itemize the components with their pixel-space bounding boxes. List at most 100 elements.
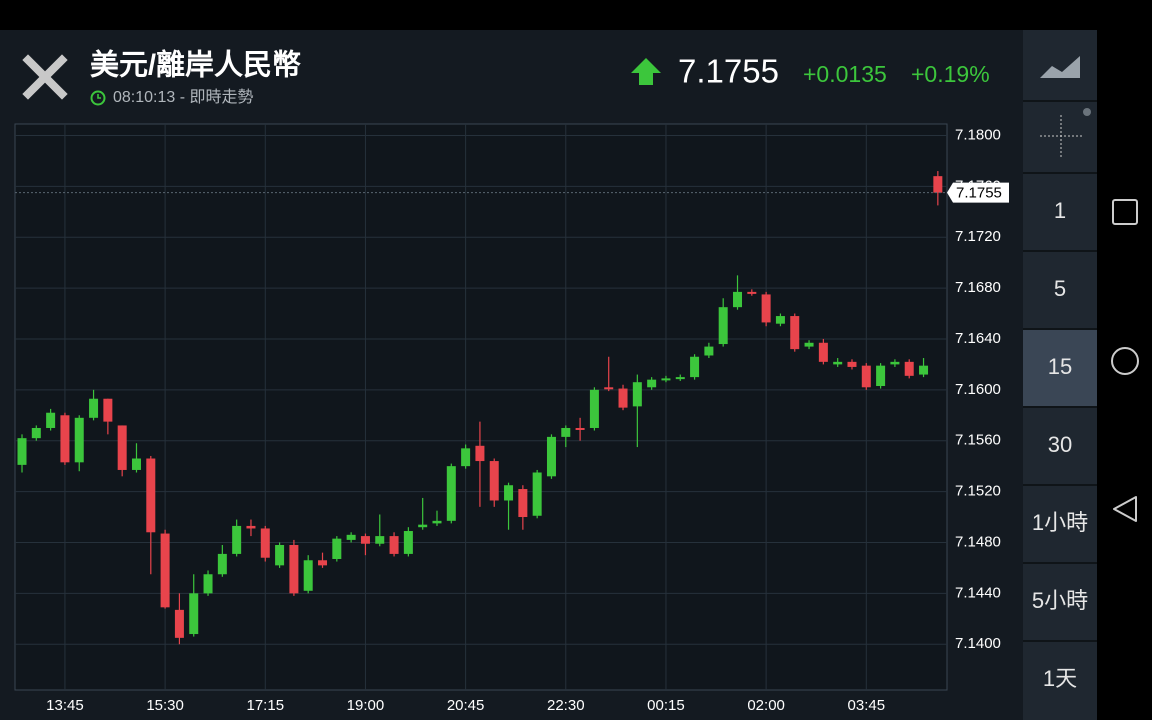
x-tick-label: 13:45	[46, 697, 84, 714]
candle-body	[833, 361, 843, 365]
interval-button[interactable]: 5	[1023, 250, 1097, 328]
candle-body	[647, 379, 657, 388]
candle-body	[232, 525, 242, 554]
interval-button[interactable]: 15	[1023, 328, 1097, 406]
y-tick-label: 7.1720	[955, 228, 1001, 245]
chart: 7.1400 7.1440 7.1480 7.1520 7.1560 7.1600 7.16…	[15, 124, 1009, 714]
plot-area	[14, 123, 948, 691]
candle-body	[919, 365, 929, 375]
candle-body	[360, 536, 370, 544]
candle-body	[489, 461, 499, 501]
change: +0.0135	[803, 61, 887, 87]
candle-body	[246, 525, 256, 529]
back-button[interactable]	[1113, 496, 1137, 522]
candle-body	[675, 377, 685, 380]
interval-bg	[1023, 642, 1097, 718]
interval-label: 1	[1054, 198, 1066, 223]
pair-title: 美元/離岸人民幣	[90, 49, 301, 82]
candle-body	[904, 361, 914, 376]
nav-bar	[1097, 30, 1152, 720]
candle-body	[589, 389, 599, 428]
y-tick-label: 7.1640	[955, 330, 1001, 347]
x-tick-label: 19:00	[347, 697, 385, 714]
candle-body	[461, 448, 471, 467]
chart-type-icon	[1040, 56, 1080, 78]
candle-body	[475, 445, 485, 462]
price: 7.1755	[678, 53, 779, 90]
crosshair-button[interactable]	[1040, 115, 1082, 157]
chart-type-button[interactable]	[1040, 56, 1080, 78]
x-tick-label: 03:45	[848, 697, 886, 714]
candle-body	[876, 365, 886, 387]
y-tick-label: 7.1600	[955, 381, 1001, 398]
interval-label: 1天	[1043, 666, 1077, 691]
candle-body	[346, 534, 356, 540]
candle-body	[747, 291, 757, 294]
interval-button[interactable]: 1天	[1023, 640, 1097, 718]
candle-body	[31, 427, 41, 439]
candle-body	[518, 489, 528, 518]
x-tick-label: 00:15	[647, 697, 685, 714]
clock-icon	[90, 90, 106, 106]
candle-body	[160, 533, 170, 608]
clock-hand	[97, 94, 101, 99]
candle-body	[532, 472, 542, 516]
x-tick-label: 02:00	[747, 697, 785, 714]
candle-body	[332, 538, 342, 559]
status-bar	[0, 0, 1152, 30]
x-tick-label: 22:30	[547, 697, 585, 714]
interval-label: 5小時	[1032, 588, 1088, 613]
interval-button[interactable]: 30	[1023, 406, 1097, 484]
interval-button[interactable]: 1	[1023, 172, 1097, 250]
candle-body	[103, 398, 113, 422]
interval-bg	[1023, 564, 1097, 640]
candle-body	[561, 427, 571, 437]
candle-body	[432, 520, 442, 524]
candle-body	[189, 593, 199, 635]
candle-body	[174, 609, 184, 638]
candle-body	[275, 545, 285, 566]
interval-label: 5	[1054, 276, 1066, 301]
candle-body	[318, 560, 328, 566]
y-tick-label: 7.1440	[955, 584, 1001, 601]
close-button[interactable]	[22, 54, 68, 100]
x-tick-label: 17:15	[247, 697, 285, 714]
candle-body	[217, 553, 227, 575]
change-pct: +0.19%	[911, 61, 990, 87]
candle-body	[203, 574, 213, 594]
candle-body	[17, 438, 27, 465]
candle-body	[632, 382, 642, 407]
candle-body	[60, 415, 70, 463]
candle-body	[46, 412, 56, 428]
interval-bg	[1023, 486, 1097, 562]
interval-bg	[1023, 408, 1097, 484]
interval-button[interactable]: 1小時	[1023, 484, 1097, 562]
y-tick-label: 7.1480	[955, 533, 1001, 550]
candle-body	[504, 485, 514, 501]
candle-body	[117, 425, 127, 470]
candle-body	[303, 560, 313, 591]
recents-button[interactable]	[1112, 199, 1138, 225]
candle-body	[446, 466, 456, 521]
home-button[interactable]	[1111, 347, 1139, 375]
y-tick-label: 7.1680	[955, 279, 1001, 296]
candle-body	[74, 417, 84, 463]
candle-body	[546, 436, 556, 477]
candle-body	[704, 346, 714, 356]
candle-body	[575, 427, 585, 430]
interval-bg	[1023, 252, 1097, 328]
candle-body	[289, 545, 299, 594]
candle-body	[733, 291, 743, 308]
candle-body	[131, 458, 141, 470]
interval-label: 30	[1048, 432, 1072, 457]
interval-label: 1小時	[1032, 510, 1088, 535]
x-tick-label: 20:45	[447, 697, 485, 714]
y-tick-label: 7.1520	[955, 483, 1001, 500]
y-tick-label: 7.1560	[955, 432, 1001, 449]
candle-body	[718, 307, 728, 345]
y-tick-label: 7.1400	[955, 635, 1001, 652]
interval-bg	[1023, 174, 1097, 250]
interval-label: 15	[1048, 354, 1072, 379]
candle-body	[775, 316, 785, 324]
interval-button[interactable]: 5小時	[1023, 562, 1097, 640]
